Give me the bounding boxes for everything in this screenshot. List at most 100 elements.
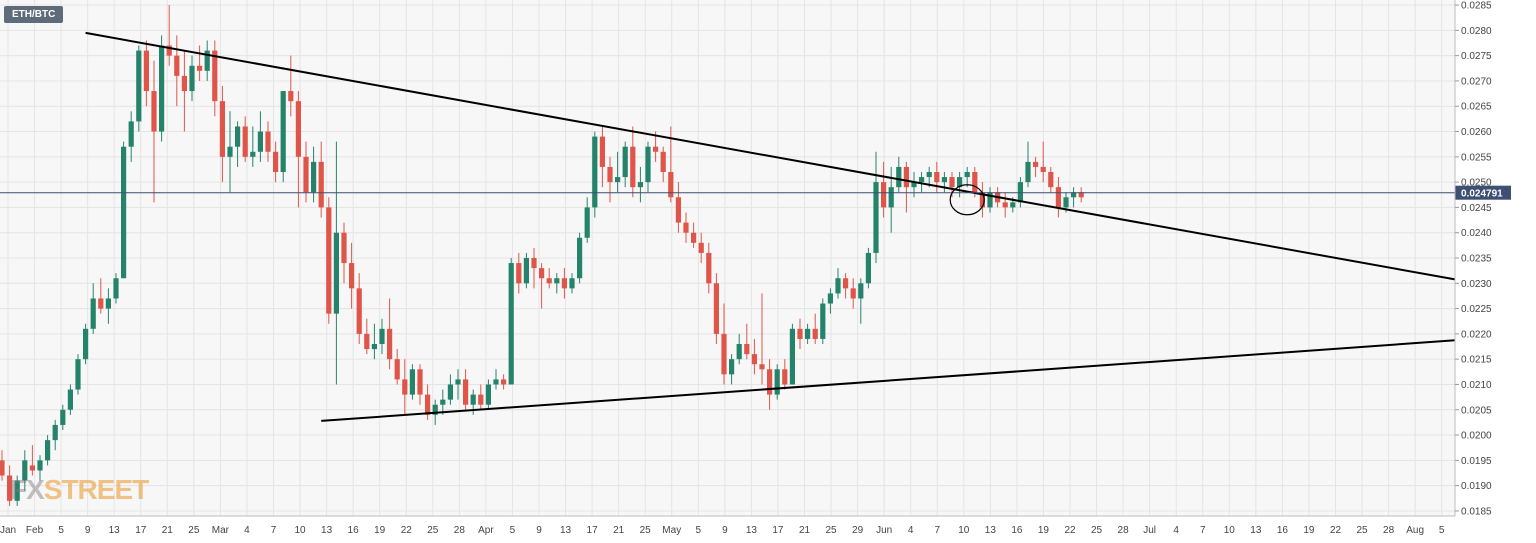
candle-body bbox=[896, 166, 902, 188]
candle-body bbox=[0, 460, 5, 476]
candle-body bbox=[630, 146, 636, 188]
candle-body bbox=[805, 328, 811, 339]
candle-body bbox=[37, 460, 43, 471]
y-tick-label: 0.0205 bbox=[1461, 405, 1492, 416]
candle-body bbox=[326, 207, 332, 314]
candle-body bbox=[729, 359, 735, 375]
candle-body bbox=[311, 161, 317, 193]
candle-body bbox=[341, 232, 347, 264]
candle-body bbox=[675, 197, 681, 223]
candle-body bbox=[333, 232, 339, 314]
x-tick-label: 25 bbox=[1356, 525, 1368, 536]
candle-body bbox=[713, 283, 719, 334]
last-price-line: 0.024791 bbox=[0, 185, 1511, 200]
x-tick-label: 21 bbox=[162, 525, 174, 536]
candle-body bbox=[1071, 192, 1077, 198]
candle-body bbox=[22, 460, 28, 481]
x-tick-label: 10 bbox=[1224, 525, 1236, 536]
candle-body bbox=[919, 177, 925, 183]
candle-body bbox=[1025, 161, 1031, 183]
candle-body bbox=[493, 379, 499, 385]
candle-body bbox=[789, 328, 795, 385]
y-tick-label: 0.0250 bbox=[1461, 178, 1492, 189]
y-tick-label: 0.0285 bbox=[1461, 1, 1492, 12]
candle-body bbox=[83, 328, 89, 360]
x-tick-label: 28 bbox=[1118, 525, 1130, 536]
candle-body bbox=[280, 91, 286, 172]
candle-body bbox=[379, 328, 385, 344]
candle-body bbox=[1048, 172, 1054, 188]
candle-body bbox=[637, 182, 643, 188]
candle-body bbox=[599, 136, 605, 167]
candle-body bbox=[250, 151, 256, 157]
candle-body bbox=[569, 278, 575, 289]
candle-body bbox=[90, 298, 96, 329]
x-tick-label: 22 bbox=[1064, 525, 1076, 536]
candle-body bbox=[1040, 166, 1046, 172]
y-tick-label: 0.0225 bbox=[1461, 304, 1492, 315]
candle-body bbox=[60, 409, 66, 425]
candle-body bbox=[432, 404, 438, 415]
x-tick-label: Jan bbox=[0, 525, 16, 536]
candle-body bbox=[1078, 192, 1084, 198]
candle-body bbox=[1010, 202, 1016, 208]
candle-body bbox=[159, 45, 165, 132]
candle-body bbox=[615, 177, 621, 183]
x-tick-label: 13 bbox=[985, 525, 997, 536]
y-tick-label: 0.0265 bbox=[1461, 102, 1492, 113]
candle-body bbox=[584, 207, 590, 238]
trendlines bbox=[85, 31, 1456, 422]
candle-body bbox=[166, 45, 172, 56]
candle-body bbox=[934, 172, 940, 183]
candle-body bbox=[105, 298, 111, 309]
x-tick-label: 19 bbox=[1303, 525, 1315, 536]
candle-body bbox=[417, 369, 423, 395]
candle-body bbox=[653, 146, 659, 152]
x-tick-label: 13 bbox=[321, 525, 333, 536]
candle-body bbox=[356, 288, 362, 334]
candle-body bbox=[888, 187, 894, 208]
x-tick-label: Mar bbox=[212, 525, 230, 536]
candle-body bbox=[949, 177, 955, 188]
candle-body bbox=[501, 379, 507, 385]
y-tick-label: 0.0200 bbox=[1461, 431, 1492, 442]
candle-body bbox=[881, 182, 887, 208]
symbol-badge[interactable]: ETH/BTC bbox=[4, 6, 64, 23]
candle-body bbox=[394, 359, 400, 380]
candle-body bbox=[911, 182, 917, 188]
candle-body bbox=[827, 293, 833, 304]
candle-body bbox=[577, 237, 583, 279]
candle-body bbox=[523, 258, 529, 284]
x-tick-label: 16 bbox=[1011, 525, 1023, 536]
candle-body bbox=[736, 344, 742, 360]
x-tick-label: 28 bbox=[454, 525, 466, 536]
y-tick-label: 0.0230 bbox=[1461, 279, 1492, 290]
candle-body bbox=[45, 440, 51, 461]
candle-body bbox=[387, 328, 393, 360]
candle-body bbox=[744, 344, 750, 355]
x-tick-label: Jul bbox=[1143, 525, 1156, 536]
y-tick-label: 0.0240 bbox=[1461, 228, 1492, 239]
x-tick-label: 7 bbox=[1200, 525, 1206, 536]
candle-body bbox=[691, 232, 697, 243]
candle-bodies bbox=[0, 45, 1084, 501]
candle-body bbox=[858, 283, 864, 299]
y-tick-label: 0.0195 bbox=[1461, 456, 1492, 467]
candle-body bbox=[850, 288, 856, 299]
highlight-ellipse bbox=[949, 184, 985, 216]
candle-body bbox=[561, 278, 567, 289]
candle-body bbox=[660, 151, 666, 172]
x-tick-label: 13 bbox=[1250, 525, 1262, 536]
x-tick-label: 25 bbox=[825, 525, 837, 536]
trendline bbox=[85, 31, 1456, 281]
candle-body bbox=[219, 101, 225, 157]
candle-body bbox=[873, 182, 879, 253]
candle-body bbox=[767, 369, 773, 395]
watermark-prefix: FX bbox=[10, 474, 45, 505]
candle-body bbox=[1063, 197, 1069, 208]
x-tick-label: 7 bbox=[934, 525, 940, 536]
candle-body bbox=[440, 399, 446, 405]
candle-body bbox=[29, 465, 35, 471]
